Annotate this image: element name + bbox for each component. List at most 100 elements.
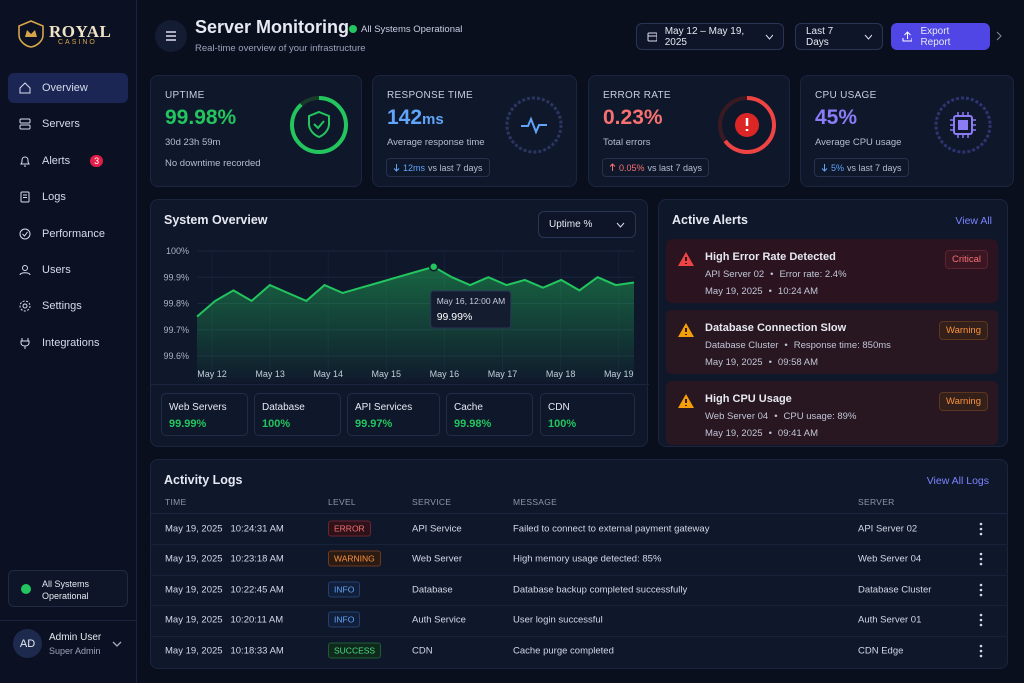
alert-title: High CPU Usage [705,393,792,405]
row-menu[interactable] [978,644,984,661]
export-button[interactable]: Export Report [891,23,990,50]
change-value: 12ms [403,162,426,173]
area [197,266,634,382]
alerts-title: Active Alerts [672,213,748,227]
kpi-value: 0.23% [603,106,663,130]
kpi-detail: 30d 23h 59m [165,137,221,148]
alert-date: May 19, 2025 [705,428,763,439]
y-tick-label: 99.6% [163,351,189,361]
chevron[interactable] [112,640,122,648]
row-divider [150,605,1008,607]
logo-icon [18,20,44,48]
header-status: All Systems Operational [361,24,463,35]
alert-clock: 09:41 AM [777,428,819,439]
level-cell: WARNING [328,550,381,567]
date-range-picker[interactable]: May 12 – May 19, 2025 [636,23,784,50]
nav-item[interactable]: Servers [8,109,128,139]
nav-label: Overview [42,82,88,94]
status-text: All Systems Operational [42,579,90,601]
sep: • [770,269,774,280]
service-box: Cache 99.98% [446,393,533,436]
column-header: SERVICE [412,497,452,507]
log-cell: Database Cluster [858,584,932,596]
log-cell: Failed to connect to external payment ga… [513,523,710,535]
nav-item[interactable]: Settings [8,291,128,321]
alert-date: May 19, 2025 [705,286,763,297]
icon [19,228,31,240]
period-select[interactable]: Last 7 Days [795,23,883,50]
kpi-card: RESPONSE TIME 142ms Average response time 1… [372,75,577,187]
uptime-chart: 99.6%99.7%99.8%99.9%100%May 12May 13May … [163,246,635,382]
kpi-change: 5% vs last 7 days [814,158,909,177]
log-cell: Database [412,584,453,596]
change-value: 0.05% [619,162,645,173]
nav-item[interactable]: Performance [8,219,128,249]
kpi-value: 142ms [387,106,444,130]
nav-item[interactable]: Overview [8,73,128,103]
kpi-label: ERROR RATE [603,90,671,101]
view-all-alerts[interactable]: View All [955,215,992,227]
page-subtitle: Real-time overview of your infrastructur… [195,43,366,54]
nav-label: Servers [42,118,80,131]
level-badge: WARNING [328,550,381,567]
nav-item[interactable]: Logs [8,182,128,212]
icon [19,118,31,130]
y-tick-label: 99.7% [163,325,189,335]
user-name: Admin User [49,632,102,643]
export-label: Export Report [920,25,951,48]
nav-label: Logs [42,191,66,204]
row-menu[interactable] [978,552,984,569]
kpi-label: RESPONSE TIME [387,90,473,101]
y-tick-label: 99.9% [163,272,189,282]
view-all-logs[interactable]: View All Logs [926,475,989,487]
log-cell: CDN [412,645,433,657]
metric-select[interactable]: Uptime % [538,211,636,238]
service-name: API Services [355,402,413,413]
alert-detail: Error rate: 2.4% [779,269,847,280]
status-dot [349,25,357,33]
menu-button[interactable] [155,20,187,52]
kpi-label: UPTIME [165,90,205,101]
service-box: API Services 99.97% [347,393,440,436]
nav-item[interactable]: Alerts 3 [8,146,128,176]
logs-title: Activity Logs [164,473,243,487]
row-menu[interactable] [978,583,984,600]
kpi-note: No downtime recorded [165,158,261,169]
nav-label: Settings [42,300,82,313]
log-cell: Cache purge completed [513,645,614,657]
row-menu[interactable] [978,522,984,539]
sep: • [768,286,772,297]
log-cell: May 19, 2025 10:18:33 AM [165,645,284,657]
period: Last 7 Days [806,25,834,48]
alert-icon [678,323,694,337]
alert-source: Database Cluster [705,340,779,351]
column-header: MESSAGE [513,497,558,507]
nav-item[interactable]: Integrations [8,328,128,358]
nav-label: Integrations [42,336,100,349]
scroll-arrow[interactable] [996,31,1002,41]
log-cell: May 19, 2025 10:20:11 AM [165,614,284,626]
icon [20,156,30,167]
service-box: Web Servers 99.99% [161,393,248,436]
nav-item[interactable]: Users [8,255,128,285]
kpi-unit: ms [422,111,444,128]
row-menu[interactable] [978,613,984,630]
alert-severity: Critical [944,250,988,269]
service-box: Database 100% [254,393,341,436]
kpi-number: 45% [815,106,858,129]
level-badge: INFO [328,611,361,628]
kpi-card: CPU USAGE 45% Average CPU usage 5% vs last 7… [800,75,1014,187]
icon [979,583,983,597]
kpi-ring [290,96,348,154]
column-header: SERVER [858,497,895,507]
log-cell: May 19, 2025 10:23:18 AM [165,553,284,565]
icon [821,164,828,172]
icon [20,337,30,349]
icon [979,553,983,566]
log-cell: Database backup completed successfully [513,584,688,596]
log-cell: Auth Service [412,614,466,626]
kpi-ring [505,96,563,154]
log-cell: High memory usage detected: 85% [513,553,662,565]
kpi-change: 12ms vs last 7 days [386,158,490,177]
alert-source: API Server 02 [705,269,765,280]
